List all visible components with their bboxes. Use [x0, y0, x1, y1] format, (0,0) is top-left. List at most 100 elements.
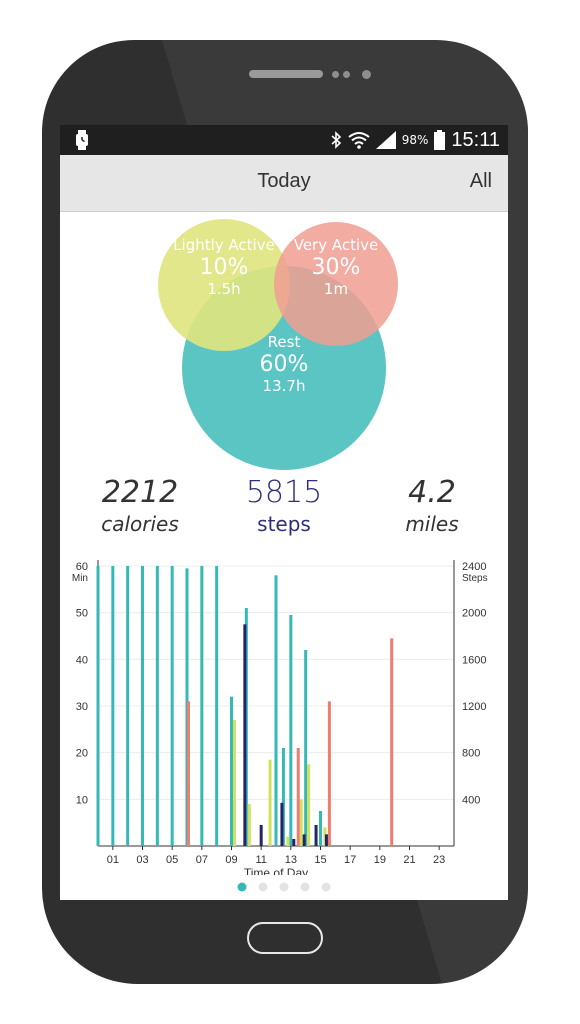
calories-value: 2212 [101, 475, 179, 510]
y-right-unit-label: Steps [462, 573, 488, 584]
signal-icon [375, 131, 396, 149]
page-dot[interactable] [321, 882, 331, 892]
bar-lightly [286, 836, 290, 846]
y-right-tick-label: 2000 [462, 608, 486, 620]
miles-label: miles [405, 512, 459, 536]
calories-label: calories [101, 512, 179, 536]
very-active-time: 1m [323, 279, 349, 298]
y-right-tick-label: 2400 [462, 561, 486, 573]
bar-rest [230, 696, 233, 846]
y-right-tick-label: 400 [462, 794, 480, 806]
y-left-tick-label: 20 [76, 748, 88, 760]
miles-value: 4.2 [408, 475, 456, 510]
lightly-active-percent: 10% [199, 254, 249, 280]
y-right-tick-label: 800 [462, 748, 480, 760]
lightly-active-name: Lightly Active [173, 236, 275, 254]
bluetooth-icon [331, 131, 341, 149]
bar-rest [126, 566, 130, 846]
bar-very [186, 701, 190, 846]
bar-rest [304, 650, 308, 846]
y-left-tick-label: 50 [76, 608, 88, 620]
bar-very [296, 748, 300, 846]
page-dot-active[interactable] [237, 882, 247, 892]
front-camera [362, 70, 371, 79]
bar-rest [200, 566, 204, 846]
lightly-active-circle[interactable] [158, 219, 290, 351]
battery-icon [434, 130, 446, 150]
rest-time: 13.7h [262, 376, 306, 395]
x-tick-label: 23 [433, 854, 445, 866]
steps-stat: 5815 steps [214, 475, 354, 536]
battery-percent: 98% [401, 133, 429, 147]
page-indicator [237, 882, 331, 892]
bar-rest [155, 566, 159, 846]
bar-steps [314, 825, 318, 846]
bar-lightly [307, 764, 311, 846]
bar-steps [292, 839, 296, 846]
very-active-percent: 30% [311, 254, 361, 280]
page-dot[interactable] [258, 882, 268, 892]
bar-rest [111, 566, 115, 846]
page-title: Today [257, 170, 311, 192]
page-dot[interactable] [279, 882, 289, 892]
bar-rest [141, 566, 144, 846]
lightly-active-label: Lightly Active 10% 1.5h [164, 236, 284, 298]
miles-stat: 4.2 miles [362, 475, 502, 536]
venn-circles [158, 219, 398, 470]
very-active-circle[interactable] [274, 222, 398, 346]
bar-steps [243, 624, 247, 846]
rest-percent: 60% [259, 351, 309, 377]
bar-steps [280, 802, 284, 846]
bar-rest [96, 566, 100, 846]
bar-rest [170, 566, 174, 846]
x-tick-label: 05 [166, 854, 178, 866]
bar-lightly [232, 720, 236, 846]
bar-rest [281, 748, 285, 846]
bar-lightly [247, 804, 251, 846]
bar-very [327, 701, 331, 846]
steps-label: steps [257, 512, 311, 536]
bar-steps [302, 834, 306, 846]
y-right-tick-label: 1200 [462, 701, 486, 713]
x-tick-label: 07 [196, 854, 208, 866]
app-bar: Today All [60, 155, 508, 212]
rest-label: Rest 60% 13.7h [224, 333, 344, 395]
y-right-tick-label: 1600 [462, 654, 486, 666]
all-button[interactable]: All [469, 170, 492, 192]
calories-stat: 2212 calories [70, 475, 210, 536]
very-active-name: Very Active [293, 236, 379, 254]
bar-rest [319, 811, 322, 846]
status-bar: 98% 15:11 [60, 125, 508, 155]
page-dot[interactable] [300, 882, 310, 892]
bar-steps [259, 825, 263, 846]
wifi-icon [348, 132, 370, 149]
x-tick-label: 03 [136, 854, 148, 866]
y-left-unit-label: Min [72, 573, 88, 584]
x-tick-label: 01 [107, 854, 119, 866]
x-tick-label: 13 [285, 854, 297, 866]
x-tick-label: 15 [314, 854, 326, 866]
bar-rest [289, 615, 293, 846]
y-left-tick-label: 30 [76, 701, 88, 713]
earpiece-speaker [249, 70, 323, 78]
bar-steps [324, 834, 328, 846]
bar-rest [215, 566, 219, 846]
y-left-tick-label: 60 [76, 561, 88, 573]
bar-rest [274, 575, 278, 846]
rest-name: Rest [267, 333, 301, 351]
steps-value: 5815 [245, 475, 323, 510]
x-tick-label: 21 [403, 854, 415, 866]
x-tick-label: 11 [255, 854, 266, 866]
status-time: 15:11 [451, 128, 500, 151]
home-button[interactable] [247, 922, 323, 954]
x-tick-label: 17 [344, 854, 356, 866]
x-tick-label: 19 [374, 854, 386, 866]
activity-venn: Lightly Active 10% 1.5h Very Active 30% … [60, 211, 508, 481]
lightly-active-time: 1.5h [207, 279, 241, 298]
y-left-tick-label: 40 [76, 654, 88, 666]
bar-lightly [268, 759, 272, 846]
sensor-dot [343, 71, 350, 78]
x-axis-label: Time of Day [244, 866, 308, 875]
watch-icon [76, 130, 88, 150]
